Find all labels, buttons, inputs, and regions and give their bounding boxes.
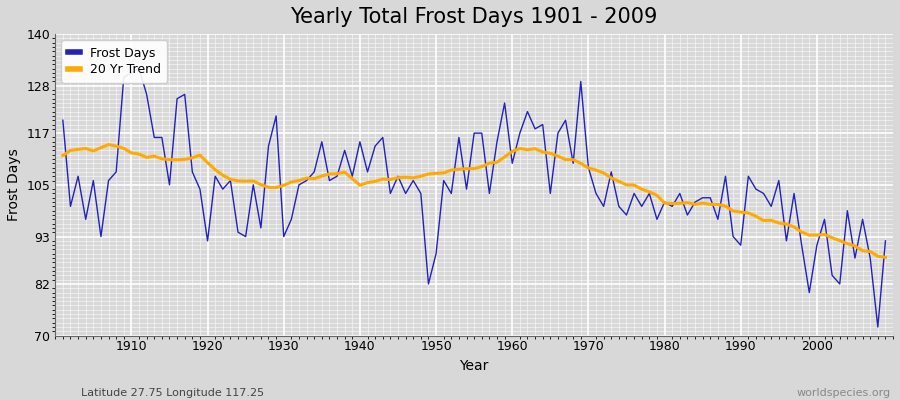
Frost Days [133,66,144,71]
Frost Days [872,325,883,330]
Frost Days [119,75,130,80]
Frost Days [293,182,304,187]
Text: Latitude 27.75 Longitude 117.25: Latitude 27.75 Longitude 117.25 [81,388,264,398]
X-axis label: Year: Year [460,359,489,373]
Y-axis label: Frost Days: Frost Days [7,148,21,221]
Frost Days [58,118,68,123]
20 Yr Trend [339,170,350,174]
Frost Days [606,170,616,174]
Line: 20 Yr Trend: 20 Yr Trend [63,144,886,257]
Title: Yearly Total Frost Days 1901 - 2009: Yearly Total Frost Days 1901 - 2009 [291,7,658,27]
Frost Days [515,131,526,136]
20 Yr Trend [58,153,68,158]
20 Yr Trend [507,149,517,154]
Frost Days [507,161,517,166]
Frost Days [880,238,891,243]
Text: worldspecies.org: worldspecies.org [796,388,891,398]
20 Yr Trend [515,146,526,151]
Line: Frost Days: Frost Days [63,68,886,327]
20 Yr Trend [880,255,891,260]
20 Yr Trend [126,150,137,155]
20 Yr Trend [293,178,304,183]
20 Yr Trend [104,142,114,147]
Legend: Frost Days, 20 Yr Trend: Frost Days, 20 Yr Trend [61,40,167,82]
Frost Days [339,148,350,153]
20 Yr Trend [606,176,616,180]
